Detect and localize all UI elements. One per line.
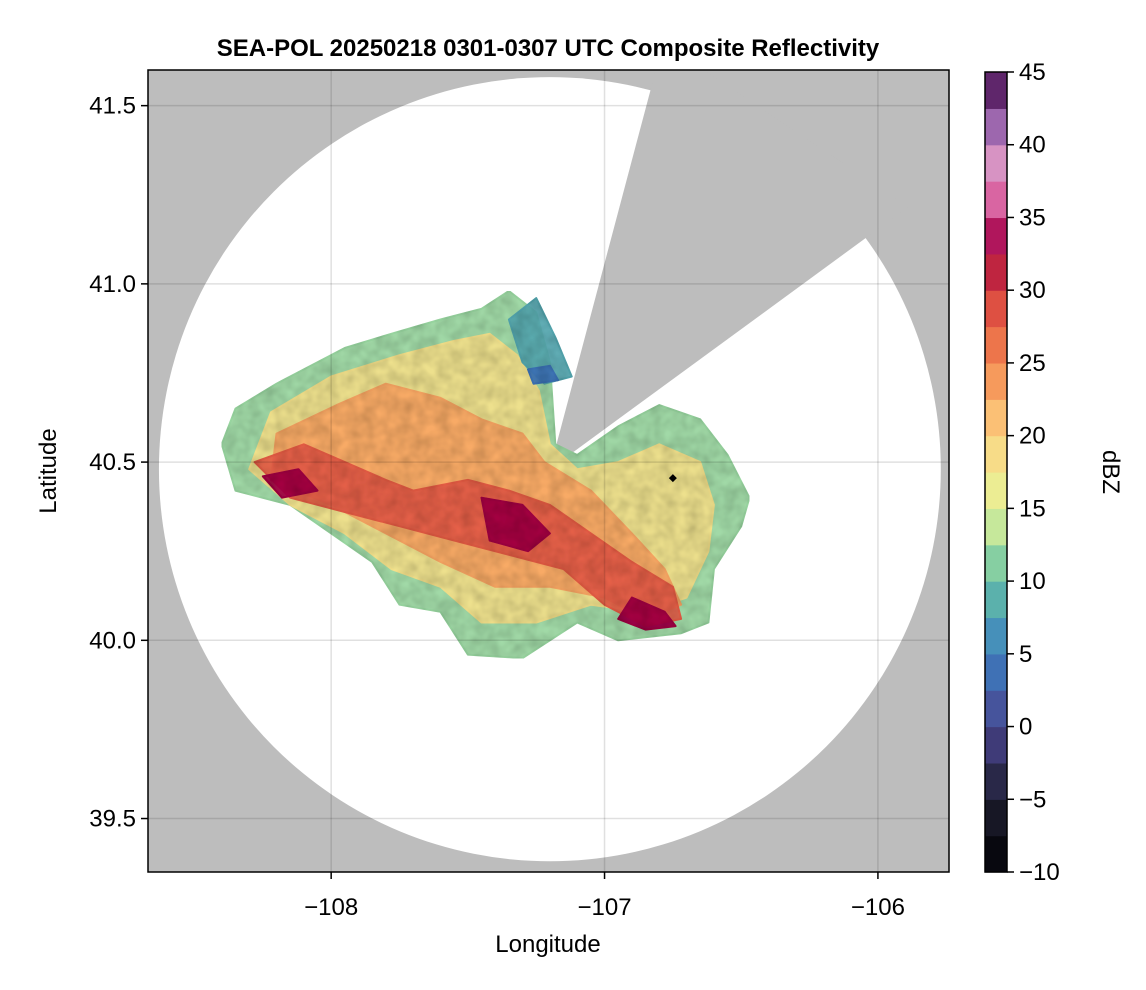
site-marker [668,474,677,483]
colorbar-segment [985,362,1007,400]
colorbar-segment [985,326,1007,364]
colorbar-segment [985,835,1007,873]
colorbar-segment [985,508,1007,546]
y-tick-label-1: 40.0 [89,627,136,654]
echo-region-2 [507,297,573,385]
x-axis-ticks: −108 −107 −106 [304,872,905,921]
reflectivity-echoes [220,290,751,660]
x-tick-label-1: −107 [578,894,632,921]
y-axis-ticks: 39.5 40.0 40.5 41.0 41.5 [89,93,148,833]
colorbar-label: dBZ [1097,450,1124,494]
colorbar-tick-label-7: 10 [1019,568,1046,595]
colorbar-segment [985,144,1007,182]
echo-region-4 [253,443,683,628]
colorbar-tick-label-2: 35 [1019,204,1046,231]
colorbar-segment [985,726,1007,764]
colorbar-tick-label-5: 20 [1019,423,1046,450]
marker-layer [668,474,677,483]
colorbar-segment [985,690,1007,728]
colorbar-segment [985,617,1007,655]
plot-layer [148,70,949,872]
blocked-sector [549,70,909,470]
echo-region-5 [480,496,551,553]
echo-region-6 [617,596,677,631]
colorbar [985,72,1007,873]
colorbar-segment [985,799,1007,837]
colorbar-segment [985,253,1007,291]
x-axis-label: Longitude [495,931,600,958]
colorbar-segment [985,435,1007,473]
colorbar-tick-label-4: 25 [1019,350,1046,377]
colorbar-ticks: 45 40 35 30 25 20 15 10 5 0 −5 −10 [1007,59,1060,886]
colorbar-segment [985,653,1007,691]
colorbar-tick-label-0: 45 [1019,59,1046,86]
colorbar-tick-label-8: 5 [1019,641,1032,668]
colorbar-tick-label-6: 15 [1019,495,1046,522]
y-tick-label-3: 41.0 [89,271,136,298]
colorbar-segment [985,472,1007,509]
y-tick-label-0: 39.5 [89,806,136,833]
colorbar-segment [985,399,1007,437]
y-tick-label-2: 40.5 [89,449,136,476]
colorbar-segment [985,762,1007,800]
colorbar-tick-label-3: 30 [1019,277,1046,304]
colorbar-tick-label-1: 40 [1019,132,1046,159]
grid-lines [148,70,949,872]
x-tick-label-0: −108 [304,894,358,921]
colorbar-tick-label-11: −10 [1019,859,1060,886]
colorbar-segment [985,181,1007,219]
colorbar-tick-label-10: −5 [1019,786,1046,813]
colorbar-segment [985,108,1007,146]
plot-frame [147,69,950,873]
colorbar-segment [985,290,1007,328]
colorbar-segment [985,581,1007,619]
echo-region-7 [261,468,319,499]
echo-region-8 [527,364,560,385]
y-axis-label: Latitude [35,428,62,513]
colorbar-segment [985,217,1007,255]
chart-title: SEA-POL 20250218 0301-0307 UTC Composite… [217,35,880,62]
x-tick-label-2: −106 [851,894,905,921]
colorbar-segment [985,72,1007,109]
colorbar-tick-label-9: 0 [1019,714,1032,741]
colorbar-segment [985,544,1007,582]
colorbar-frame [984,71,1008,873]
y-tick-label-4: 41.5 [89,93,136,120]
